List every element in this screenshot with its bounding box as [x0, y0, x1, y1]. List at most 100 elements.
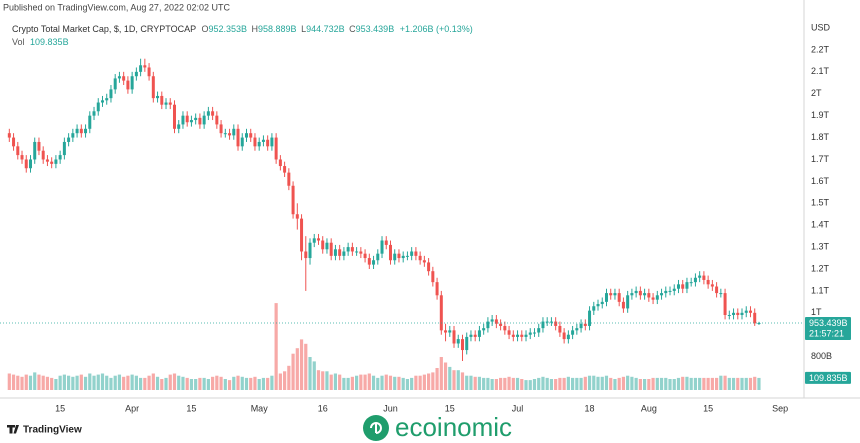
candle-body: [388, 244, 392, 261]
candle-body: [744, 310, 748, 313]
volume-bar: [414, 375, 418, 390]
candle-body: [499, 323, 503, 326]
volume-bar: [528, 380, 532, 390]
candle-body: [554, 321, 558, 326]
volume-bar: [257, 379, 261, 390]
candle-body: [202, 115, 206, 125]
candle-body: [621, 301, 625, 309]
candle-body: [422, 260, 426, 263]
volume-bar: [465, 375, 469, 390]
last-volume-box: [805, 371, 851, 384]
candle-body: [541, 321, 545, 329]
volume-bar: [299, 339, 304, 390]
legend-key: C: [349, 24, 356, 34]
candle-body: [151, 76, 155, 99]
candle-body: [609, 293, 613, 296]
logo-mark: [7, 425, 19, 434]
volume-bar: [253, 376, 257, 390]
candle-body: [469, 334, 473, 337]
x-tick-label: Sep: [772, 403, 788, 413]
candle-body: [723, 293, 727, 316]
volume-bar: [575, 377, 579, 390]
candle-body: [194, 117, 198, 121]
volume-bar: [215, 375, 219, 390]
candle-body: [503, 325, 507, 331]
candle-body: [185, 115, 189, 123]
volume-bar: [397, 376, 401, 390]
candle-body: [524, 334, 528, 337]
volume-bar: [304, 343, 308, 390]
volume-bar: [83, 376, 88, 390]
volume-bar: [236, 375, 240, 390]
candle-body: [172, 104, 176, 129]
candle-body: [588, 310, 592, 326]
candle-body: [638, 290, 642, 296]
volume-bar: [405, 379, 410, 390]
volume-bar: [181, 376, 185, 390]
volume-bar: [672, 379, 676, 390]
candle-body: [198, 117, 202, 125]
candle-body: [566, 334, 570, 340]
candle-body: [477, 330, 481, 337]
volume-bar: [596, 376, 600, 390]
volume-bar: [439, 357, 443, 390]
candle-body: [397, 253, 401, 259]
candle-body: [660, 293, 664, 296]
volume-bar: [185, 377, 189, 390]
volume-key: Vol: [12, 37, 25, 47]
currency: USD: [811, 22, 831, 32]
volume-bar: [524, 380, 528, 390]
candle-body: [617, 293, 621, 302]
legend-change: +1.206B (+0.13%): [400, 24, 473, 34]
candle-body: [300, 218, 304, 252]
volume-bar: [651, 377, 655, 390]
candle-body: [672, 288, 676, 291]
volume-bar: [456, 370, 460, 390]
volume-bar: [363, 374, 367, 390]
volume-bar: [172, 373, 177, 390]
candle-body: [54, 159, 58, 164]
candle-body: [452, 330, 456, 344]
volume-bar: [566, 376, 570, 390]
volume-bar: [359, 374, 363, 390]
candle-body: [448, 330, 452, 333]
candle-body: [706, 279, 710, 285]
volume-bar: [494, 379, 498, 390]
candle-body: [41, 150, 45, 160]
volume-bar: [554, 379, 558, 390]
y-tick-label: 1.2T: [811, 263, 830, 273]
volume-bar: [58, 375, 62, 390]
volume-bar: [7, 373, 11, 390]
volume-bar: [643, 379, 647, 390]
candle-body: [685, 282, 689, 289]
volume-bar: [79, 374, 83, 390]
candle-body: [380, 240, 384, 254]
watermark: ecoinomic: [363, 412, 512, 442]
candle-body: [244, 133, 248, 138]
volume-bar: [549, 379, 554, 390]
x-tick-label: 15: [55, 403, 65, 413]
volume-bar: [329, 374, 333, 390]
volume-bar: [422, 374, 426, 390]
legend-value: 952.353B: [208, 24, 247, 34]
candle-body: [681, 284, 685, 289]
source: Published on TradingView.com, Aug 27, 20…: [3, 2, 230, 12]
volume-bar: [177, 375, 181, 390]
candle-body: [732, 312, 736, 316]
volume-bar: [583, 376, 587, 390]
candle-body: [84, 128, 88, 134]
volume-bar: [541, 376, 545, 390]
candle-body: [16, 146, 20, 156]
volume-bar: [427, 373, 431, 390]
volume-bar: [227, 380, 232, 390]
candle-body: [401, 255, 405, 259]
candle-body: [393, 253, 397, 261]
x-tick-label: May: [251, 403, 269, 413]
volume-bar: [223, 379, 227, 390]
volume-bar: [37, 374, 41, 390]
candle-body: [228, 133, 232, 136]
volume-bar: [638, 379, 642, 390]
volume-bar: [122, 376, 126, 390]
